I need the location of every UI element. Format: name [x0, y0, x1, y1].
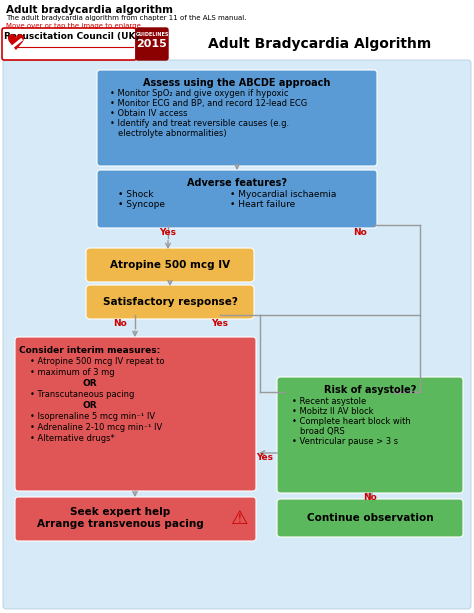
- Text: Atropine 500 mcg IV: Atropine 500 mcg IV: [110, 260, 230, 270]
- Text: 2015: 2015: [137, 39, 167, 49]
- FancyBboxPatch shape: [277, 377, 463, 493]
- Text: Move over or tap the image to enlarge.: Move over or tap the image to enlarge.: [6, 23, 143, 29]
- Text: • Mobitz II AV block: • Mobitz II AV block: [292, 407, 374, 416]
- Text: OR: OR: [82, 401, 97, 410]
- Text: No: No: [363, 493, 377, 502]
- Text: Consider interim measures:: Consider interim measures:: [19, 346, 161, 355]
- Text: ⚠: ⚠: [231, 509, 249, 528]
- Text: Risk of asystole?: Risk of asystole?: [324, 385, 416, 395]
- Text: GUIDELINES: GUIDELINES: [135, 32, 169, 37]
- Text: Yes: Yes: [159, 228, 176, 237]
- Text: • Heart failure: • Heart failure: [230, 200, 295, 209]
- Text: • Syncope: • Syncope: [118, 200, 165, 209]
- Text: • Monitor ECG and BP, and record 12-lead ECG: • Monitor ECG and BP, and record 12-lead…: [110, 99, 307, 108]
- Text: No: No: [113, 319, 127, 328]
- Text: • Shock: • Shock: [118, 190, 154, 199]
- Text: ♥: ♥: [6, 34, 26, 54]
- Text: • Myocardial ischaemia: • Myocardial ischaemia: [230, 190, 337, 199]
- FancyBboxPatch shape: [277, 499, 463, 537]
- Text: • Adrenaline 2-10 mcg min⁻¹ IV: • Adrenaline 2-10 mcg min⁻¹ IV: [30, 423, 162, 432]
- Text: The adult bradycardia algorithm from chapter 11 of the ALS manual.: The adult bradycardia algorithm from cha…: [6, 15, 246, 21]
- Text: Adverse features?: Adverse features?: [187, 178, 287, 188]
- Text: • Alternative drugs*: • Alternative drugs*: [30, 434, 115, 443]
- Text: • Atropine 500 mcg IV repeat to: • Atropine 500 mcg IV repeat to: [30, 357, 164, 366]
- FancyBboxPatch shape: [136, 28, 168, 60]
- Text: Satisfactory response?: Satisfactory response?: [102, 297, 237, 307]
- FancyBboxPatch shape: [15, 337, 256, 491]
- Text: OR: OR: [82, 379, 97, 388]
- FancyBboxPatch shape: [3, 60, 471, 609]
- Text: • Monitor SpO₂ and give oxygen if hypoxic: • Monitor SpO₂ and give oxygen if hypoxi…: [110, 89, 289, 98]
- Text: No: No: [353, 228, 367, 237]
- Text: • Isoprenaline 5 mcg min⁻¹ IV: • Isoprenaline 5 mcg min⁻¹ IV: [30, 412, 155, 421]
- Text: electrolyte abnormalities): electrolyte abnormalities): [118, 129, 227, 138]
- Text: • Complete heart block with: • Complete heart block with: [292, 417, 411, 426]
- Text: Yes: Yes: [256, 453, 273, 462]
- Text: • Obtain IV access: • Obtain IV access: [110, 109, 188, 118]
- Text: • Transcutaneous pacing: • Transcutaneous pacing: [30, 390, 134, 399]
- Text: Adult bradycardia algorithm: Adult bradycardia algorithm: [6, 5, 173, 15]
- Text: Assess using the ABCDE approach: Assess using the ABCDE approach: [143, 78, 331, 88]
- Text: broad QRS: broad QRS: [300, 427, 345, 436]
- Text: Yes: Yes: [211, 319, 228, 328]
- Text: • Identify and treat reversible causes (e.g.: • Identify and treat reversible causes (…: [110, 119, 289, 128]
- Text: • Recent asystole: • Recent asystole: [292, 397, 366, 406]
- Text: Adult Bradycardia Algorithm: Adult Bradycardia Algorithm: [209, 37, 432, 51]
- FancyBboxPatch shape: [97, 70, 377, 166]
- FancyBboxPatch shape: [97, 170, 377, 228]
- FancyBboxPatch shape: [86, 285, 254, 319]
- FancyBboxPatch shape: [15, 497, 256, 541]
- Text: • Ventricular pause > 3 s: • Ventricular pause > 3 s: [292, 437, 398, 446]
- Text: Continue observation: Continue observation: [307, 513, 433, 523]
- Text: Seek expert help
Arrange transvenous pacing: Seek expert help Arrange transvenous pac…: [36, 507, 203, 529]
- Text: Resuscitation Council (UK): Resuscitation Council (UK): [4, 32, 140, 41]
- FancyBboxPatch shape: [86, 248, 254, 282]
- FancyBboxPatch shape: [2, 28, 136, 60]
- Text: • maximum of 3 mg: • maximum of 3 mg: [30, 368, 115, 377]
